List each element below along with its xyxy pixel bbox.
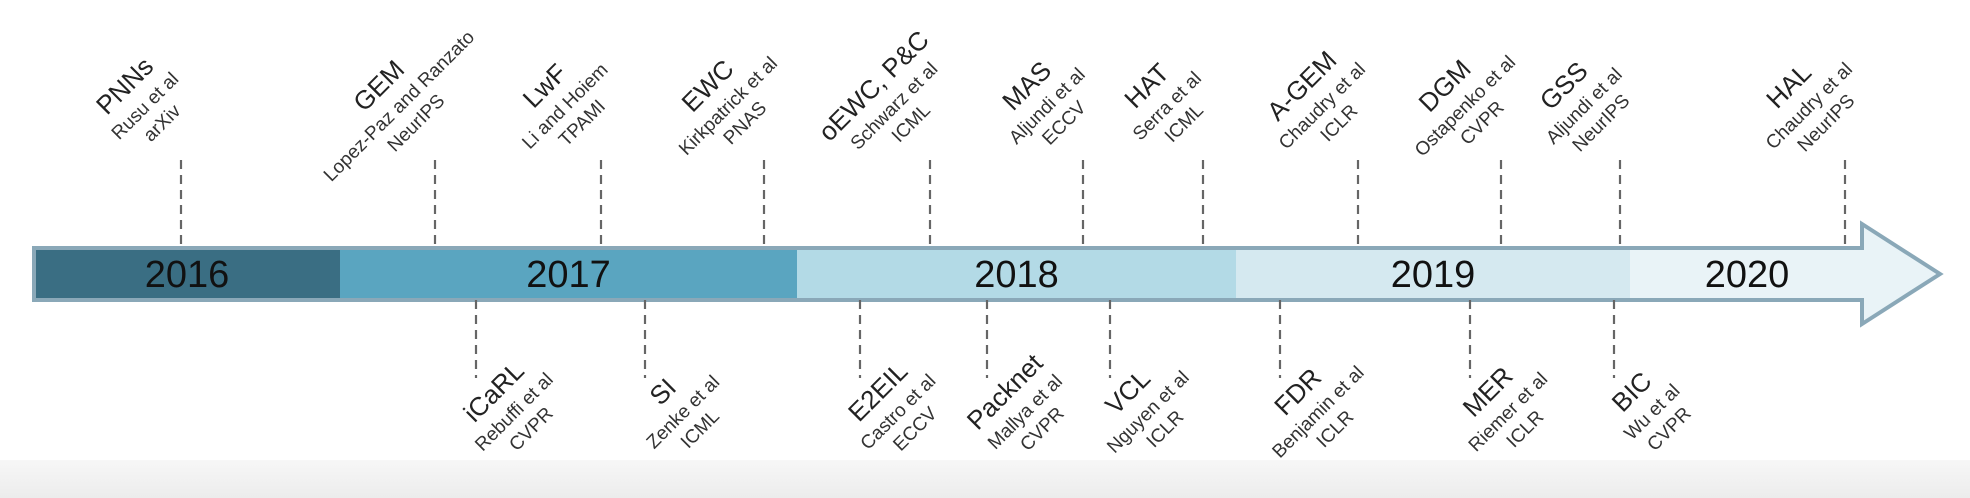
year-label-2020: 2020	[1705, 254, 1790, 296]
method-author: Lopez-Paz and Ranzato	[320, 27, 479, 186]
year-segment-2018	[797, 250, 1236, 298]
tick-marks	[179, 160, 1847, 378]
timeline-arrow: 2016 2017 2018 2019 2020	[32, 220, 1944, 328]
year-label-2019: 2019	[1391, 254, 1476, 296]
year-segment-2016	[36, 250, 340, 298]
year-label-2016: 2016	[145, 254, 230, 296]
year-label-2018: 2018	[974, 254, 1059, 296]
year-label-2017: 2017	[526, 254, 611, 296]
year-segment-2020	[1630, 250, 1862, 298]
bottom-band	[0, 460, 1970, 498]
year-segment-2017	[340, 250, 797, 298]
year-segment-2019	[1236, 250, 1630, 298]
